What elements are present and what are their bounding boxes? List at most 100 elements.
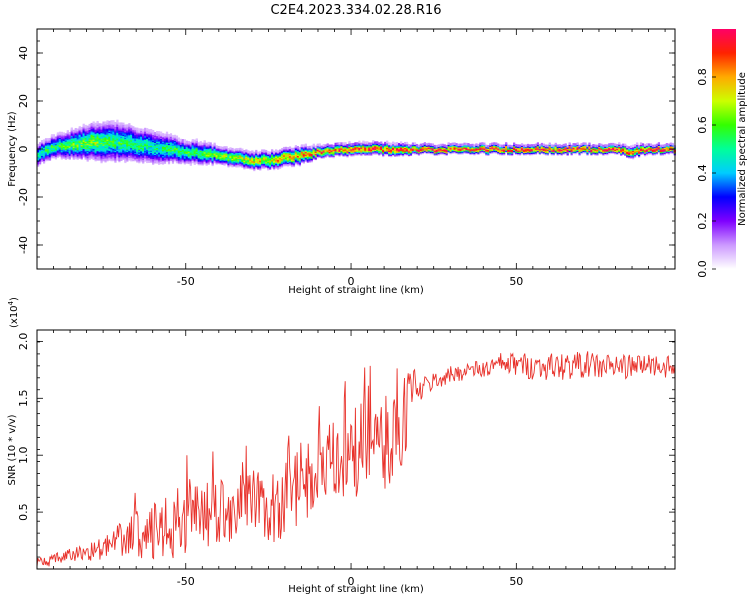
- heatmap-cell: [576, 142, 579, 145]
- colorbar-tick-label: 0.6: [696, 116, 709, 134]
- heatmap-cell: [596, 144, 599, 148]
- heatmap-cell: [308, 145, 311, 149]
- heatmap-cell: [423, 142, 426, 145]
- heatmap-cell: [578, 144, 581, 148]
- x-tick-label: 50: [509, 575, 523, 588]
- heatmap-cell: [467, 143, 470, 146]
- heatmap-cell: [465, 142, 468, 146]
- heatmap-cell: [195, 138, 198, 141]
- heatmap-cell: [64, 133, 67, 136]
- heatmap-cell: [534, 143, 538, 147]
- heatmap-cell: [249, 151, 252, 154]
- spectrogram-y-label: Frequency (Hz): [7, 111, 18, 187]
- heatmap-cell: [298, 147, 302, 150]
- heatmap-cell: [376, 141, 379, 144]
- heatmap-cell: [503, 144, 506, 148]
- heatmap-cell: [48, 137, 52, 141]
- heatmap-cell: [390, 142, 393, 146]
- heatmap-cell: [588, 142, 591, 146]
- heatmap-cell: [241, 148, 244, 152]
- colorbar-label: Normalized spectral amplitude: [737, 72, 748, 226]
- heatmap-cell: [292, 147, 296, 151]
- heatmap-cell: [253, 151, 256, 155]
- heatmap-cell: [384, 141, 387, 145]
- heatmap-cell: [255, 149, 258, 153]
- heatmap-cell: [566, 145, 569, 148]
- heatmap-cell: [120, 122, 123, 125]
- heatmap-cell: [52, 134, 56, 137]
- heatmap-cell: [130, 125, 133, 128]
- heatmap-cell: [106, 120, 109, 123]
- heatmap-cell: [346, 144, 349, 147]
- heatmap-cell: [564, 143, 567, 146]
- heatmap-cell: [649, 143, 653, 147]
- heatmap-cell: [201, 142, 204, 146]
- heatmap-cell: [630, 145, 633, 148]
- heatmap-cell: [136, 127, 139, 131]
- heatmap-cell: [550, 144, 553, 147]
- heatmap-cell: [487, 144, 490, 148]
- heatmap-cell: [413, 142, 417, 145]
- colorbar-tick-label: 0.2: [696, 212, 709, 230]
- heatmap-cell: [572, 143, 575, 146]
- snr-x-ticks: -50 0 50: [36, 330, 666, 588]
- heatmap-cell: [598, 143, 601, 146]
- heatmap-cell: [84, 124, 87, 128]
- heatmap-cell: [542, 143, 545, 147]
- heatmap-cell: [394, 142, 397, 145]
- y-tick-label: 0.5: [17, 503, 30, 521]
- heatmap-cell: [104, 121, 107, 125]
- heatmap-cell: [183, 139, 186, 142]
- heatmap-cell: [98, 123, 101, 126]
- heatmap-cell: [616, 143, 619, 147]
- heatmap-cell: [167, 134, 171, 137]
- heatmap-cell: [217, 145, 220, 149]
- heatmap-cell: [671, 142, 674, 146]
- heatmap-cell: [415, 143, 419, 147]
- heatmap-cell: [493, 142, 496, 145]
- snr-y-label: SNR (10 * v/v): [7, 414, 18, 485]
- heatmap-cell: [372, 140, 375, 143]
- heatmap-cell: [396, 142, 399, 145]
- heatmap-cell: [207, 141, 210, 145]
- heatmap-cell: [225, 146, 228, 149]
- snr-series-line: [36, 351, 676, 567]
- heatmap-cell: [122, 122, 125, 126]
- heatmap-cell: [185, 140, 188, 144]
- heatmap-cell: [171, 134, 175, 138]
- heatmap-cell: [175, 135, 179, 139]
- heatmap-cell: [429, 143, 432, 146]
- heatmap-cell: [290, 147, 294, 151]
- heatmap-cell: [72, 129, 75, 133]
- heatmap-cell: [405, 141, 409, 145]
- heatmap-cell: [38, 142, 42, 145]
- heatmap-cell: [526, 143, 530, 147]
- heatmap-cell: [300, 144, 303, 147]
- colorbar-tick-label: 0.0: [696, 260, 709, 278]
- heatmap-cell: [669, 142, 672, 146]
- heatmap-cell: [302, 144, 305, 147]
- heatmap-cell: [80, 126, 83, 130]
- snr-panel: 0.51.01.52.0 -50 0 50 SNR (10 * v/v) (x104…: [7, 297, 676, 595]
- heatmap-cell: [282, 146, 286, 150]
- heatmap-cell: [392, 141, 395, 145]
- heatmap-cell: [536, 142, 540, 145]
- x-tick-label: 0: [348, 575, 355, 588]
- heatmap-cell: [445, 144, 448, 148]
- heatmap-cell: [584, 142, 587, 146]
- heatmap-cell: [516, 144, 520, 147]
- heatmap-cell: [223, 146, 226, 149]
- heatmap-cell: [457, 143, 460, 147]
- heatmap-cell: [518, 144, 522, 148]
- heatmap-cell: [358, 140, 361, 144]
- heatmap-cell: [568, 142, 571, 145]
- heatmap-cell: [594, 144, 597, 148]
- heatmap-cell: [350, 143, 353, 146]
- heatmap-cell: [294, 145, 298, 148]
- heatmap-cell: [213, 142, 216, 146]
- heatmap-cell: [548, 142, 551, 146]
- heatmap-cell: [215, 145, 218, 148]
- heatmap-cell: [483, 142, 486, 146]
- heatmap-cell: [275, 149, 278, 152]
- heatmap-cell: [665, 143, 668, 146]
